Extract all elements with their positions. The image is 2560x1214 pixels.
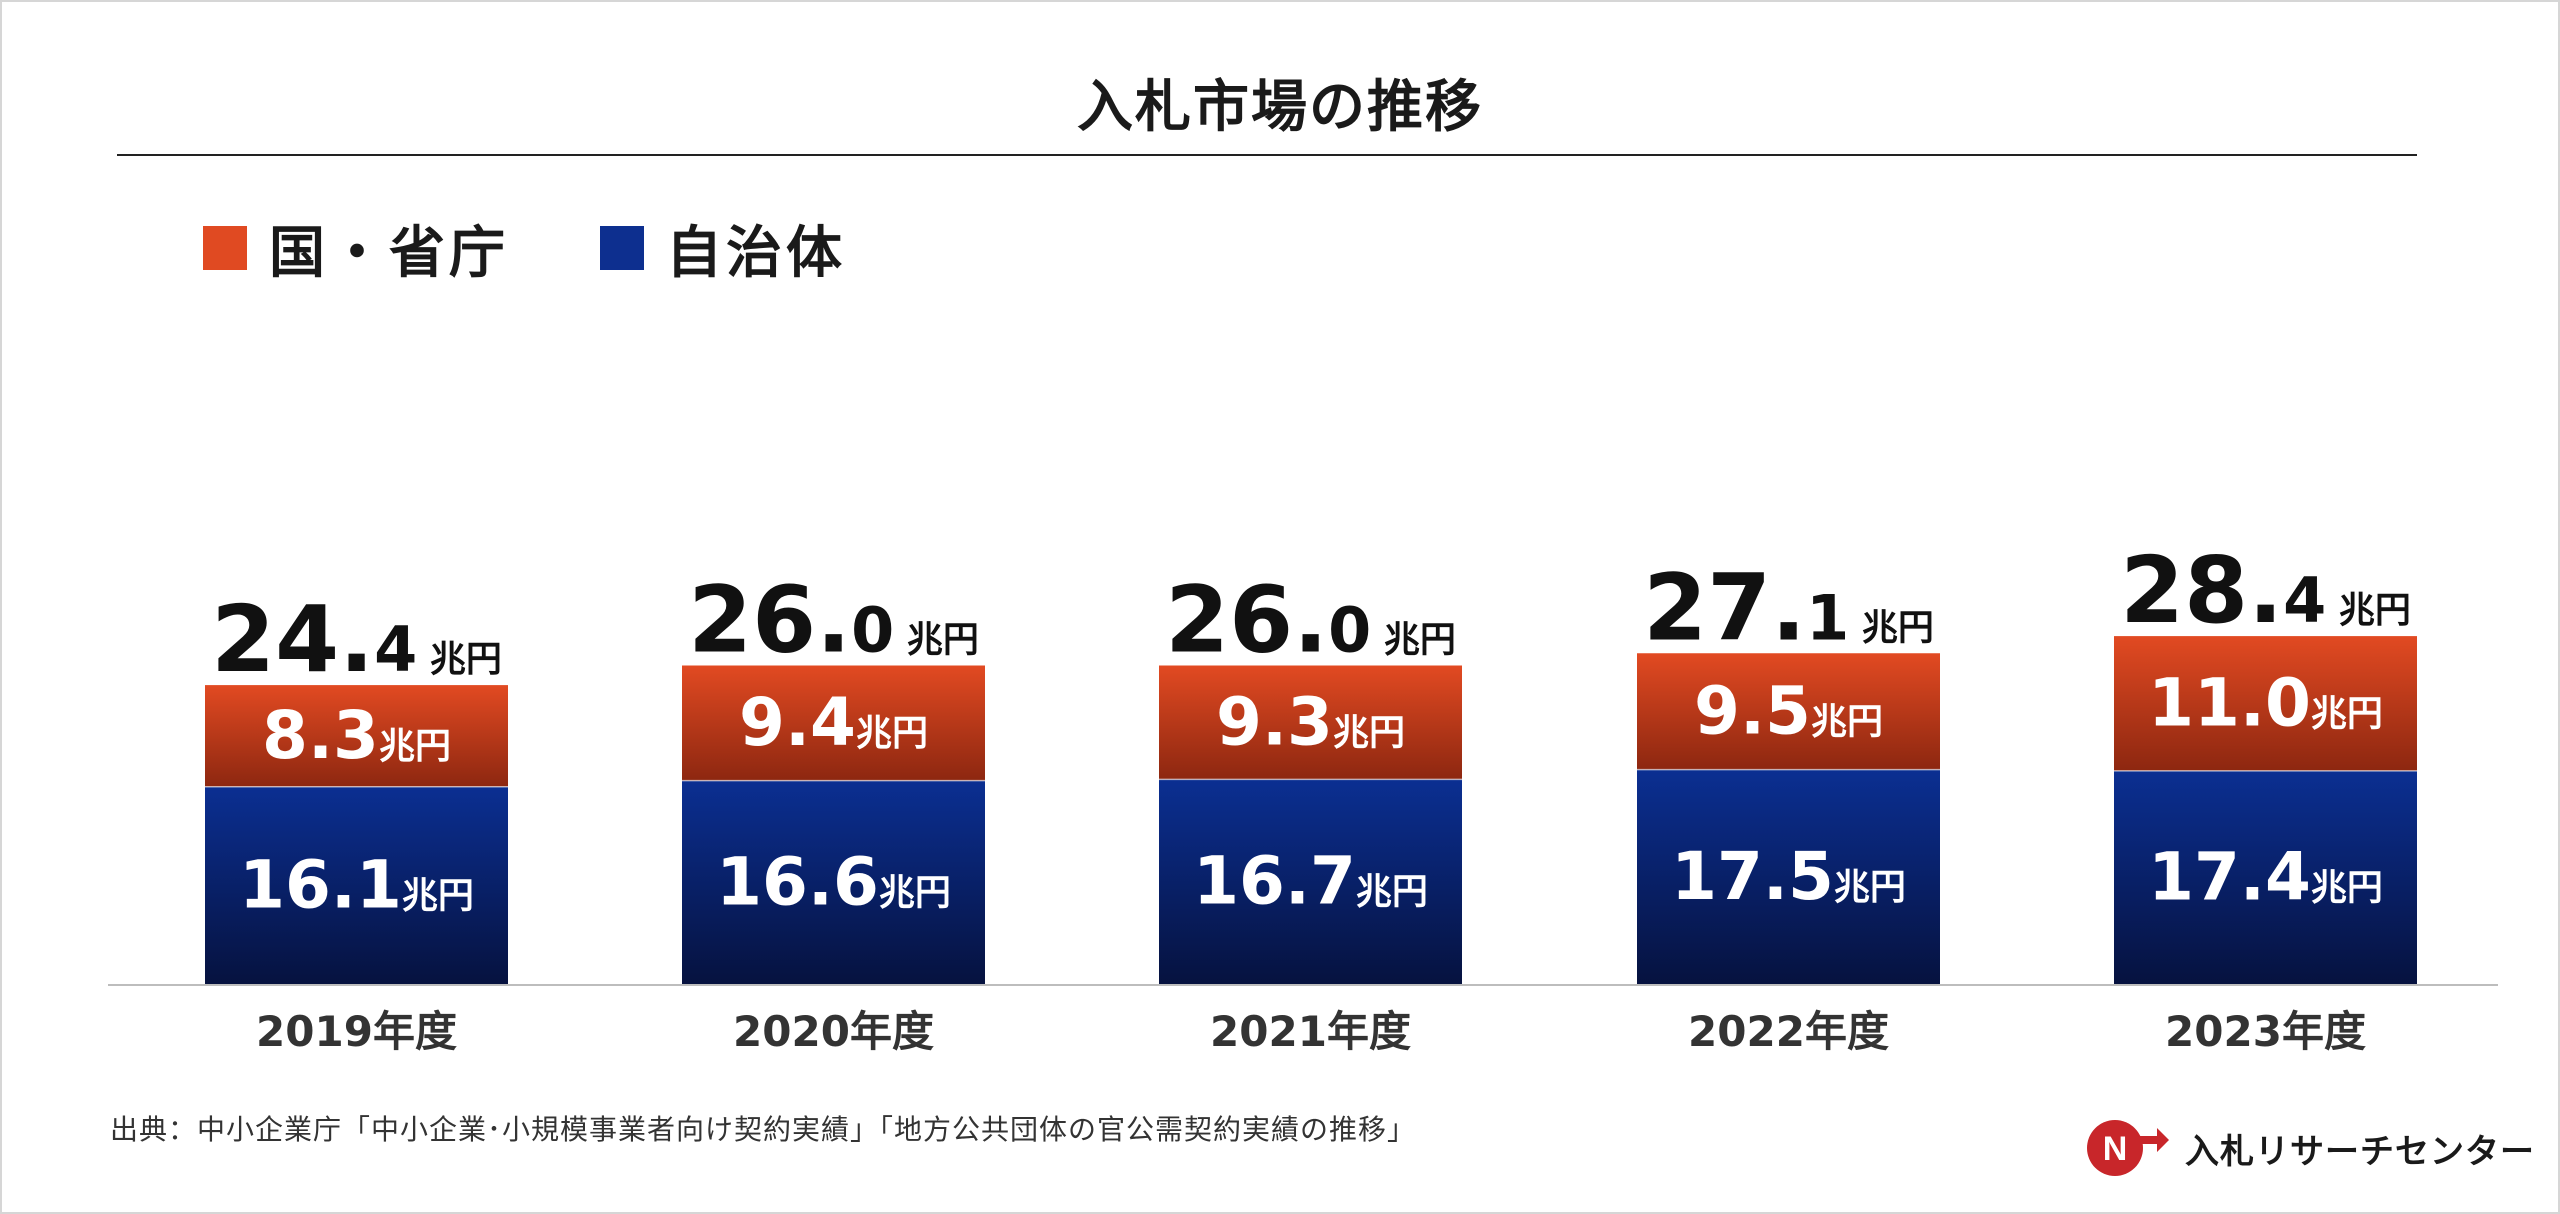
total-label-2: 26.0 兆円 bbox=[1165, 567, 1456, 674]
bar-jichitai-0 bbox=[205, 786, 508, 984]
data-label-jichitai-3: 17.5兆円 bbox=[1671, 838, 1906, 915]
svg-text:N: N bbox=[2103, 1130, 2128, 1168]
legend-label-jichitai: 自治体 bbox=[666, 220, 846, 286]
x-tick-label-4: 2023年度 bbox=[2165, 1007, 2366, 1056]
total-label-1: 26.0 兆円 bbox=[688, 567, 979, 674]
chart-title: 入札市場の推移 bbox=[1077, 75, 1483, 140]
x-tick-label-0: 2019年度 bbox=[256, 1007, 457, 1056]
total-label-3: 27.1 兆円 bbox=[1643, 554, 1934, 661]
logo: N 入札リサーチセンター bbox=[2085, 1118, 2535, 1178]
data-label-jichitai-4: 17.4兆円 bbox=[2148, 838, 2383, 915]
title-divider bbox=[117, 154, 2417, 156]
total-label-4: 28.4 兆円 bbox=[2120, 537, 2411, 644]
data-label-kuni-4: 11.0兆円 bbox=[2148, 664, 2383, 741]
logo-mark-icon: N bbox=[2087, 1120, 2169, 1176]
legend-swatch-jichitai bbox=[600, 226, 644, 270]
source-note: 出典：中小企業庁「中小企業･小規模事業者向け契約実績」「地方公共団体の官公需契約… bbox=[110, 1113, 1417, 1146]
data-label-jichitai-0: 16.1兆円 bbox=[239, 846, 474, 923]
bar-jichitai-4 bbox=[2114, 770, 2417, 984]
data-label-kuni-0: 8.3兆円 bbox=[262, 697, 451, 774]
x-tick-label-2: 2021年度 bbox=[1210, 1007, 1411, 1056]
total-label-0: 24.4 兆円 bbox=[211, 586, 502, 693]
legend-label-kuni: 国・省庁 bbox=[269, 220, 509, 286]
x-tick-label-3: 2022年度 bbox=[1688, 1007, 1889, 1056]
bar-kuni-2 bbox=[1159, 665, 1462, 780]
data-label-jichitai-2: 16.7兆円 bbox=[1193, 843, 1428, 920]
legend-swatch-kuni bbox=[203, 226, 247, 270]
data-label-kuni-2: 9.3兆円 bbox=[1216, 683, 1405, 760]
bar-kuni-3 bbox=[1637, 653, 1940, 770]
bar-jichitai-3 bbox=[1637, 769, 1940, 984]
data-label-kuni-3: 9.5兆円 bbox=[1694, 672, 1883, 749]
data-label-jichitai-1: 16.6兆円 bbox=[716, 843, 951, 920]
bar-kuni-4 bbox=[2114, 636, 2417, 771]
bar-kuni-0 bbox=[205, 685, 508, 787]
data-label-kuni-1: 9.4兆円 bbox=[739, 684, 928, 761]
legend-item-kuni: 国・省庁 bbox=[203, 218, 509, 286]
x-tick-label-1: 2020年度 bbox=[733, 1007, 934, 1056]
legend-item-jichitai: 自治体 bbox=[600, 218, 846, 286]
bar-jichitai-1 bbox=[682, 780, 985, 984]
bar-kuni-1 bbox=[682, 665, 985, 781]
logo-text: 入札リサーチセンター bbox=[2185, 1131, 2535, 1172]
bar-jichitai-2 bbox=[1159, 779, 1462, 984]
